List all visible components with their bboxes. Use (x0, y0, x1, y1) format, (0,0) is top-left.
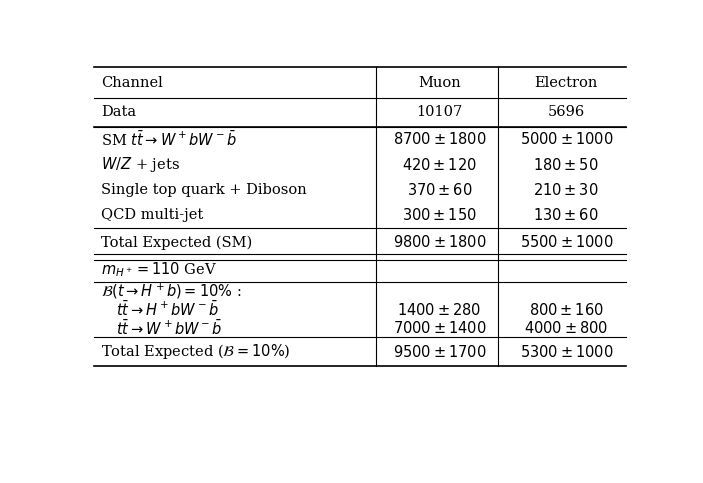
Text: $t\bar{t} \rightarrow W^+bW^-\bar{b}$: $t\bar{t} \rightarrow W^+bW^-\bar{b}$ (116, 319, 223, 338)
Text: $210 \pm 30$: $210 \pm 30$ (534, 182, 599, 198)
Text: 5696: 5696 (548, 105, 585, 119)
Text: $9800 \pm 1800$: $9800 \pm 1800$ (392, 234, 486, 250)
Text: $9500 \pm 1700$: $9500 \pm 1700$ (392, 344, 486, 360)
Text: $300 \pm 150$: $300 \pm 150$ (402, 207, 477, 223)
Text: $m_{H^+} = 110$ GeV: $m_{H^+} = 110$ GeV (101, 260, 217, 279)
Text: $1400 \pm 280$: $1400 \pm 280$ (397, 302, 482, 318)
Text: Electron: Electron (534, 75, 598, 89)
Text: $5500 \pm 1000$: $5500 \pm 1000$ (520, 234, 613, 250)
Text: $180 \pm 50$: $180 \pm 50$ (534, 156, 599, 173)
Text: $800 \pm 160$: $800 \pm 160$ (529, 302, 604, 318)
Text: $W/Z$ + jets: $W/Z$ + jets (101, 155, 180, 174)
Text: Total Expected ($\mathcal{B} = 10\%$): Total Expected ($\mathcal{B} = 10\%$) (101, 342, 290, 361)
Text: SM $t\bar{t} \rightarrow W^+bW^-\bar{b}$: SM $t\bar{t} \rightarrow W^+bW^-\bar{b}$ (101, 130, 237, 149)
Text: QCD multi-jet: QCD multi-jet (101, 208, 203, 222)
Text: $8700 \pm 1800$: $8700 \pm 1800$ (392, 131, 486, 147)
Text: $t\bar{t} \rightarrow H^+bW^-\bar{b}$: $t\bar{t} \rightarrow H^+bW^-\bar{b}$ (116, 300, 219, 319)
Text: $5300 \pm 1000$: $5300 \pm 1000$ (520, 344, 613, 360)
Text: Data: Data (101, 105, 136, 119)
Text: $420 \pm 120$: $420 \pm 120$ (402, 156, 477, 173)
Text: $370 \pm 60$: $370 \pm 60$ (406, 182, 472, 198)
Text: $130 \pm 60$: $130 \pm 60$ (534, 207, 599, 223)
Text: Channel: Channel (101, 75, 162, 89)
Text: $7000 \pm 1400$: $7000 \pm 1400$ (392, 320, 486, 336)
Text: 10107: 10107 (416, 105, 463, 119)
Text: $\mathcal{B}(t \rightarrow H^+b) = 10\%$ :: $\mathcal{B}(t \rightarrow H^+b) = 10\%$… (101, 282, 242, 301)
Text: Muon: Muon (418, 75, 460, 89)
Text: $4000 \pm 800$: $4000 \pm 800$ (524, 320, 608, 336)
Text: $5000 \pm 1000$: $5000 \pm 1000$ (520, 131, 613, 147)
Text: Single top quark + Diboson: Single top quark + Diboson (101, 183, 307, 197)
Text: Total Expected (SM): Total Expected (SM) (101, 235, 252, 250)
